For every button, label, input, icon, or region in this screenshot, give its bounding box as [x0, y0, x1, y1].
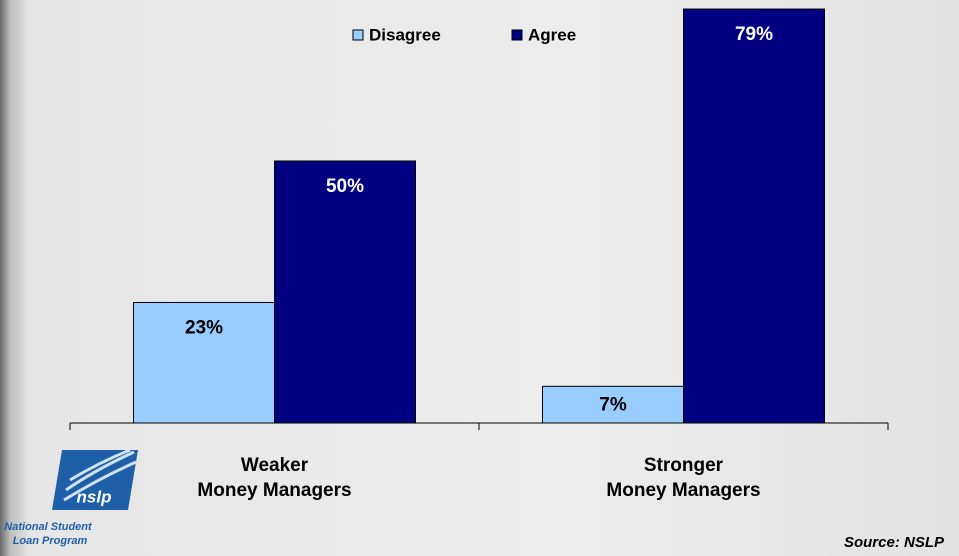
data-label: 23% [185, 317, 223, 338]
data-label: 7% [599, 394, 627, 415]
logo-stripes [63, 448, 137, 502]
logo-mark: nslp [77, 487, 112, 506]
x-tick-label: Stronger Money Managers [606, 455, 761, 501]
logo-line2: Loan Program [13, 535, 88, 547]
legend-swatch [352, 29, 364, 41]
bar [274, 160, 416, 424]
legend-swatch [511, 29, 523, 41]
legend-label: Agree [528, 25, 576, 44]
legend-label: Disagree [369, 25, 441, 44]
logo-line1: National Student [4, 521, 93, 533]
data-label: 50% [326, 176, 364, 197]
bar [542, 385, 684, 424]
bar [133, 301, 275, 424]
x-tick-label: Weaker Money Managers [197, 455, 352, 501]
logo: nslp National Student Loan Program [4, 448, 138, 547]
bar [683, 8, 825, 424]
data-label: 79% [735, 24, 773, 45]
source: Source: NSLP [844, 534, 945, 551]
